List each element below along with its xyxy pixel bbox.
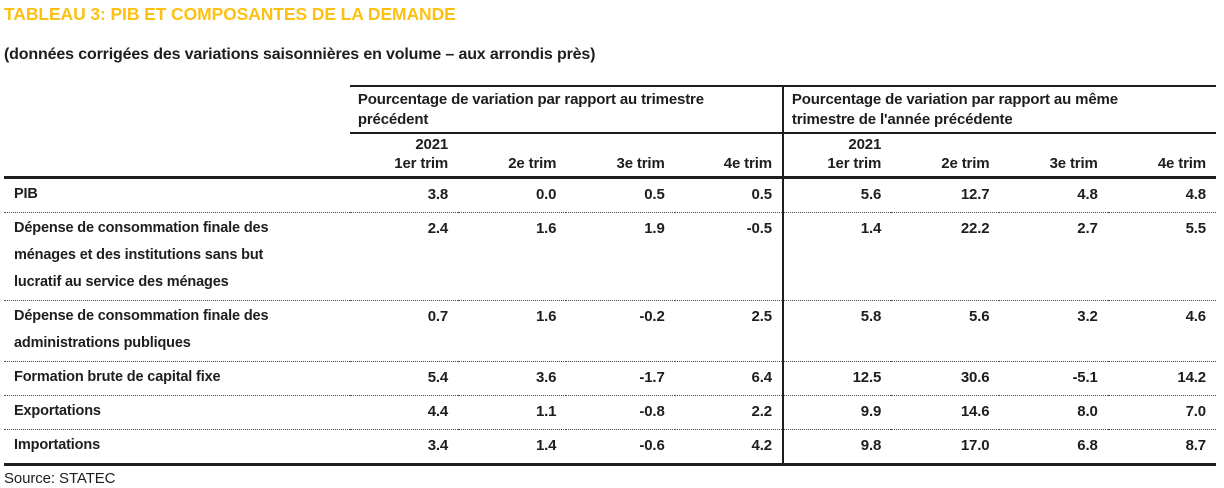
value-cell: 5.6 xyxy=(891,300,1000,362)
value-cell: 0.7 xyxy=(349,300,459,362)
value-cell: 4.6 xyxy=(1107,300,1216,362)
quarter-header: 1er trim xyxy=(781,153,892,178)
value-cell: 3.8 xyxy=(349,176,459,213)
row-label: Dépense de consommation finale des admin… xyxy=(4,300,350,362)
quarter-header-row: 1er trim 2e trim 3e trim 4e trim 1er tri… xyxy=(4,153,1216,178)
value-cell: 4.8 xyxy=(1107,176,1216,213)
value-cell: -5.1 xyxy=(999,361,1108,396)
table-row-importations: Importations 3.4 1.4 -0.6 4.2 9.8 17.0 6… xyxy=(4,429,1216,466)
value-cell: 8.0 xyxy=(999,395,1108,430)
value-cell: 4.4 xyxy=(349,395,459,430)
value-cell: 17.0 xyxy=(891,429,1000,466)
value-cell: 6.8 xyxy=(999,429,1108,466)
value-cell: 30.6 xyxy=(891,361,1000,396)
value-cell: 7.0 xyxy=(1107,395,1216,430)
value-cell: 5.4 xyxy=(349,361,459,396)
row-label: Importations xyxy=(4,429,350,466)
table-title: TABLEAU 3: PIB ET COMPOSANTES DE LA DEMA… xyxy=(4,4,456,24)
value-cell: -0.5 xyxy=(674,212,783,301)
value-cell: 1.1 xyxy=(458,395,567,430)
value-cell: 1.6 xyxy=(458,300,567,362)
value-cell: 3.2 xyxy=(999,300,1108,362)
row-label: PIB xyxy=(4,176,350,213)
value-cell: 14.2 xyxy=(1107,361,1216,396)
value-cell: 5.5 xyxy=(1107,212,1216,301)
value-cell: 0.5 xyxy=(674,176,783,213)
quarter-header: 3e trim xyxy=(616,155,665,172)
source-note: Source: STATEC xyxy=(4,470,116,487)
value-cell: 9.8 xyxy=(781,429,892,466)
corner-cell xyxy=(4,153,350,178)
value-cell: 2.7 xyxy=(999,212,1108,301)
quarter-header: 4e trim xyxy=(723,155,772,172)
corner-cell xyxy=(4,86,350,133)
row-label: Dépense de consommation finale des ménag… xyxy=(4,212,350,301)
quarter-header: 3e trim xyxy=(1049,155,1098,172)
value-cell: 22.2 xyxy=(891,212,1000,301)
column-group-header-row: Pourcentage de variation par rapport au … xyxy=(4,85,1216,133)
value-cell: 3.6 xyxy=(458,361,567,396)
value-cell: 1.6 xyxy=(458,212,567,301)
value-cell: 14.6 xyxy=(891,395,1000,430)
value-cell: 1.4 xyxy=(781,212,892,301)
quarter-header: 4e trim xyxy=(1157,155,1206,172)
col-group-label: Pourcentage de variation par rapport au … xyxy=(791,91,1118,128)
value-cell: 2.4 xyxy=(349,212,459,301)
value-cell: 12.5 xyxy=(781,361,892,396)
row-label: Exportations xyxy=(4,395,350,430)
value-cell: 12.7 xyxy=(891,176,1000,213)
value-cell: -0.2 xyxy=(566,300,675,362)
value-cell: 3.4 xyxy=(349,429,459,466)
col-group-vs-previous-quarter: Pourcentage de variation par rapport au … xyxy=(349,85,783,133)
value-cell: -0.8 xyxy=(566,395,675,430)
quarter-header: 2e trim xyxy=(941,155,990,172)
col-group-vs-same-quarter-previous-year: Pourcentage de variation par rapport au … xyxy=(781,85,1216,133)
table-row-formation-capital: Formation brute de capital fixe 5.4 3.6 … xyxy=(4,361,1216,396)
value-cell: 1.9 xyxy=(566,212,675,301)
value-cell: 2.2 xyxy=(674,395,783,430)
corner-cell xyxy=(4,133,350,153)
value-cell: 6.4 xyxy=(674,361,783,396)
pib-demand-components-table: Pourcentage de variation par rapport au … xyxy=(4,85,1216,466)
table-row-consommation-administrations: Dépense de consommation finale des admin… xyxy=(4,300,1216,362)
year-label: 2021 xyxy=(781,132,892,153)
table-row-consommation-menages: Dépense de consommation finale des ménag… xyxy=(4,212,1216,301)
table-subtitle: (données corrigées des variations saison… xyxy=(4,46,596,63)
quarter-header: 2e trim xyxy=(508,155,557,172)
value-cell: 5.8 xyxy=(781,300,892,362)
row-label: Formation brute de capital fixe xyxy=(4,361,350,396)
value-cell: -1.7 xyxy=(566,361,675,396)
year-row: 2021 2021 xyxy=(4,132,1216,153)
value-cell: 0.0 xyxy=(458,176,567,213)
year-label: 2021 xyxy=(349,132,459,153)
col-group-label: Pourcentage de variation par rapport au … xyxy=(357,91,704,128)
value-cell: 8.7 xyxy=(1107,429,1216,466)
table-row-pib: PIB 3.8 0.0 0.5 0.5 5.6 12.7 4.8 4.8 xyxy=(4,176,1216,213)
quarter-header: 1er trim xyxy=(394,155,449,172)
value-cell: 4.8 xyxy=(999,176,1108,213)
table-row-exportations: Exportations 4.4 1.1 -0.8 2.2 9.9 14.6 8… xyxy=(4,395,1216,430)
value-cell: 0.5 xyxy=(566,176,675,213)
value-cell: 4.2 xyxy=(674,429,783,466)
value-cell: -0.6 xyxy=(566,429,675,466)
value-cell: 5.6 xyxy=(781,176,892,213)
value-cell: 1.4 xyxy=(458,429,567,466)
value-cell: 9.9 xyxy=(781,395,892,430)
value-cell: 2.5 xyxy=(674,300,783,362)
